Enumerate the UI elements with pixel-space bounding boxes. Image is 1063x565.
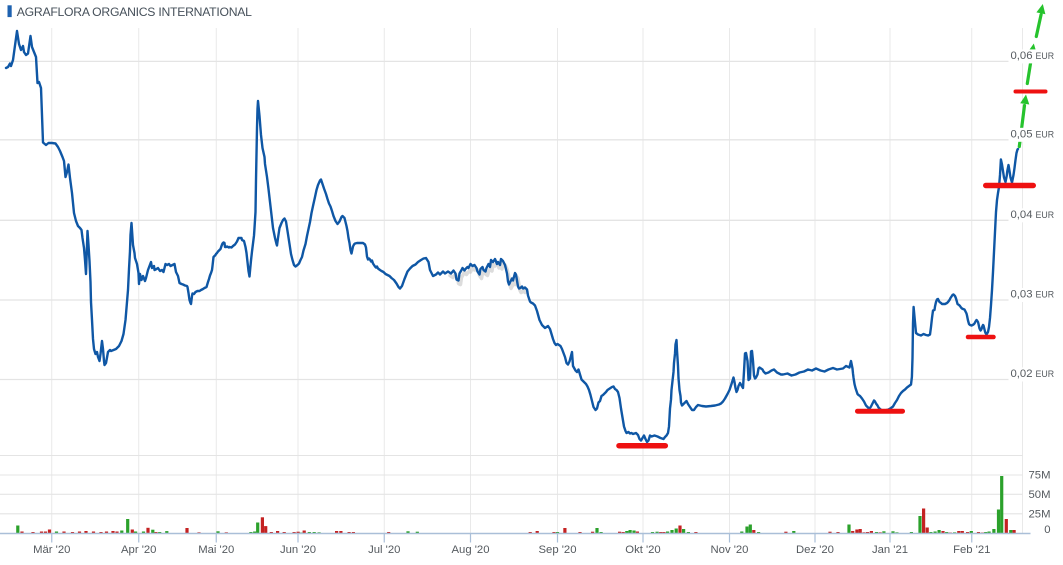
svg-text:50M: 50M bbox=[1029, 489, 1051, 501]
svg-text:25M: 25M bbox=[1029, 508, 1051, 520]
svg-text:Jan '21: Jan '21 bbox=[872, 544, 908, 556]
svg-text:Apr '20: Apr '20 bbox=[121, 544, 156, 556]
svg-text:Jun '20: Jun '20 bbox=[280, 544, 316, 556]
svg-text:Mai '20: Mai '20 bbox=[198, 544, 234, 556]
svg-text:Mär '20: Mär '20 bbox=[33, 544, 70, 556]
svg-text:75M: 75M bbox=[1029, 470, 1051, 482]
svg-text:Feb '21: Feb '21 bbox=[953, 544, 990, 556]
svg-text:Aug '20: Aug '20 bbox=[452, 544, 490, 556]
svg-text:Jul '20: Jul '20 bbox=[368, 544, 400, 556]
svg-text:Nov '20: Nov '20 bbox=[711, 544, 749, 556]
svg-text:AGRAFLORA ORGANICS INTERNATION: AGRAFLORA ORGANICS INTERNATIONAL bbox=[17, 5, 252, 19]
svg-text:0: 0 bbox=[1044, 524, 1050, 536]
svg-text:Okt '20: Okt '20 bbox=[625, 544, 660, 556]
svg-text:Dez '20: Dez '20 bbox=[796, 544, 834, 556]
svg-text:Sep '20: Sep '20 bbox=[539, 544, 577, 556]
